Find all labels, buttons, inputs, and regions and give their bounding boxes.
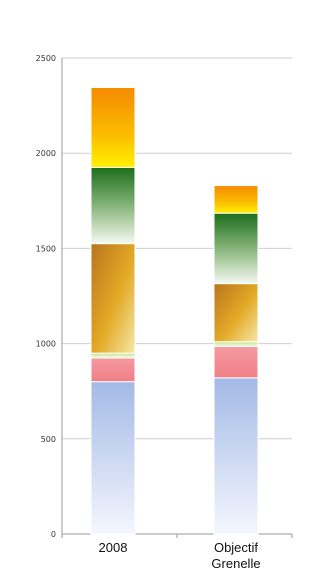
- bar-segment-gold-cat-1: [213, 283, 259, 343]
- y-tick-label-1000: 1000: [36, 340, 56, 349]
- bar-segment-lime-cat-1: [213, 341, 259, 347]
- bar-segment-pink-cat-0: [90, 357, 136, 383]
- x-category-label-line: Grenelle: [211, 556, 260, 571]
- bar-segment-pink-cat-1: [213, 345, 259, 379]
- bar-segment-green-cat-1: [213, 212, 259, 285]
- bars-layer: [90, 87, 259, 535]
- y-tick-label-1500: 1500: [36, 244, 56, 253]
- bar-segment-lime-cat-0: [90, 352, 136, 359]
- labels-layer: 2008 Objectif Grenelle: [99, 540, 261, 571]
- bar-segment-blue-cat-1: [213, 377, 259, 535]
- y-tick-label-2500: 2500: [36, 54, 56, 63]
- bar-segment-orange-cat-0: [90, 87, 136, 168]
- bar-segment-gold-cat-0: [90, 243, 136, 354]
- y-tick-label-0: 0: [51, 530, 56, 539]
- y-tick-label-500: 500: [41, 435, 56, 444]
- x-category-label-1: Objectif Grenelle: [211, 540, 260, 571]
- x-category-label-line: Objectif: [214, 540, 258, 555]
- bar-segment-blue-cat-0: [90, 381, 136, 535]
- y-tick-label-2000: 2000: [36, 149, 56, 158]
- bar-segment-green-cat-0: [90, 166, 136, 245]
- x-category-label-line: 2008: [99, 540, 128, 555]
- x-category-label-0: 2008: [99, 540, 128, 555]
- bar-segment-orange-cat-1: [213, 185, 259, 214]
